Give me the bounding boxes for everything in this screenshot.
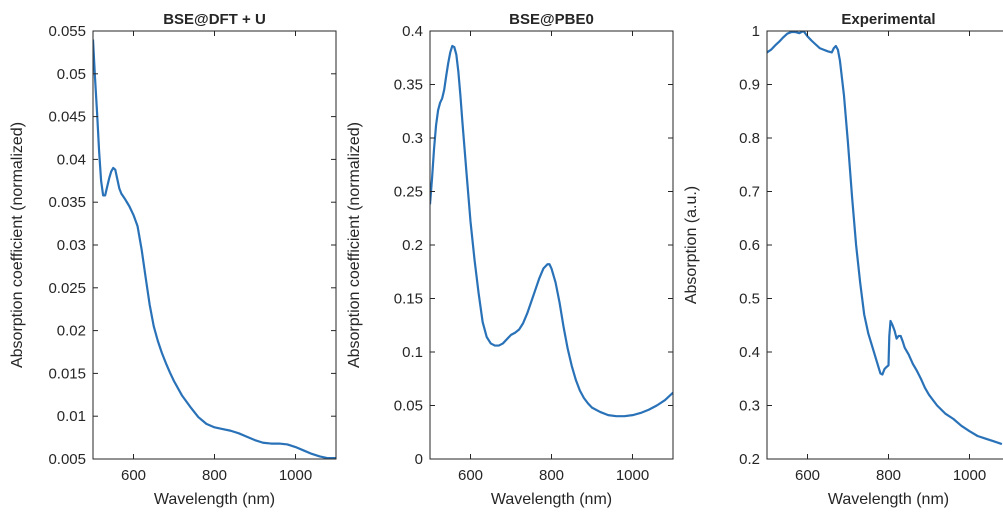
y-tick-label: 0.02 [57,323,86,340]
chart-title: BSE@PBE0 [509,11,594,28]
y-tick-label: 0.1 [402,344,423,361]
y-tick-label: 0.9 [739,77,760,94]
chart-panel-dftu: 600 800 1000 0.005 0.01 0.015 0.02 0.025 0.03 0.0… [9,11,337,508]
chart-panel-experimental: 600 800 1000 0.2 0.3 0.4 0.5 0.6 0.7 0.8 0.9 1 Exper… [683,11,1003,508]
x-tick-label: 1000 [279,467,312,484]
y-tick-label: 0.05 [57,66,86,83]
y-tick-label: 0.3 [402,130,423,147]
y-tick-label: 0.05 [394,398,423,415]
y-tick-label: 0.4 [402,23,423,40]
x-axis-label: Wavelength (nm) [491,491,612,508]
y-tick-label: 0.005 [48,451,86,468]
chart-title: BSE@DFT + U [163,11,266,28]
y-tick-label: 1 [752,23,760,40]
x-axis-label: Wavelength (nm) [154,491,275,508]
x-tick-label: 800 [539,467,564,484]
y-tick-label: 0.01 [57,408,86,425]
plot-area [93,31,336,459]
y-tick-label: 0.015 [48,365,86,382]
y-axis-label: Absorption (a.u.) [683,186,700,304]
y-tick-label: 0.2 [402,237,423,254]
y-tick-label: 0.04 [57,151,86,168]
series-line [767,31,1003,446]
y-tick-label: 0.7 [739,184,760,201]
x-axis-label: Wavelength (nm) [828,491,949,508]
y-tick-label: 0.2 [739,451,760,468]
plot-area [430,31,673,459]
y-tick-label: 0.6 [739,237,760,254]
y-tick-label: 0.025 [48,280,86,297]
y-tick-label: 0.8 [739,130,760,147]
y-tick-label: 0.15 [394,291,423,308]
x-tick-label: 800 [202,467,227,484]
series-line [430,44,673,418]
y-tick-label: 0 [415,451,423,468]
y-tick-label: 0.3 [739,398,760,415]
x-tick-label: 1000 [616,467,649,484]
chart-panel-pbe0: 600 800 1000 0 0.05 0.1 0.15 0.2 0.25 0.3 0.35 0.4 B… [346,11,674,508]
x-tick-label: 600 [458,467,483,484]
y-axis-label: Absorption coefficient (normalized) [9,122,26,368]
y-tick-label: 0.045 [48,109,86,126]
y-tick-label: 0.035 [48,194,86,211]
chart-title: Experimental [841,11,935,28]
x-tick-label: 1000 [953,467,986,484]
x-tick-label: 800 [876,467,901,484]
y-tick-label: 0.055 [48,23,86,40]
x-tick-label: 600 [121,467,146,484]
y-tick-label: 0.5 [739,291,760,308]
x-tick-label: 600 [795,467,820,484]
y-tick-label: 0.25 [394,184,423,201]
y-tick-label: 0.35 [394,77,423,94]
series-line [93,39,336,459]
plot-area [767,31,1003,459]
y-axis-label: Absorption coefficient (normalized) [346,122,363,368]
y-tick-label: 0.03 [57,237,86,254]
y-tick-label: 0.4 [739,344,760,361]
